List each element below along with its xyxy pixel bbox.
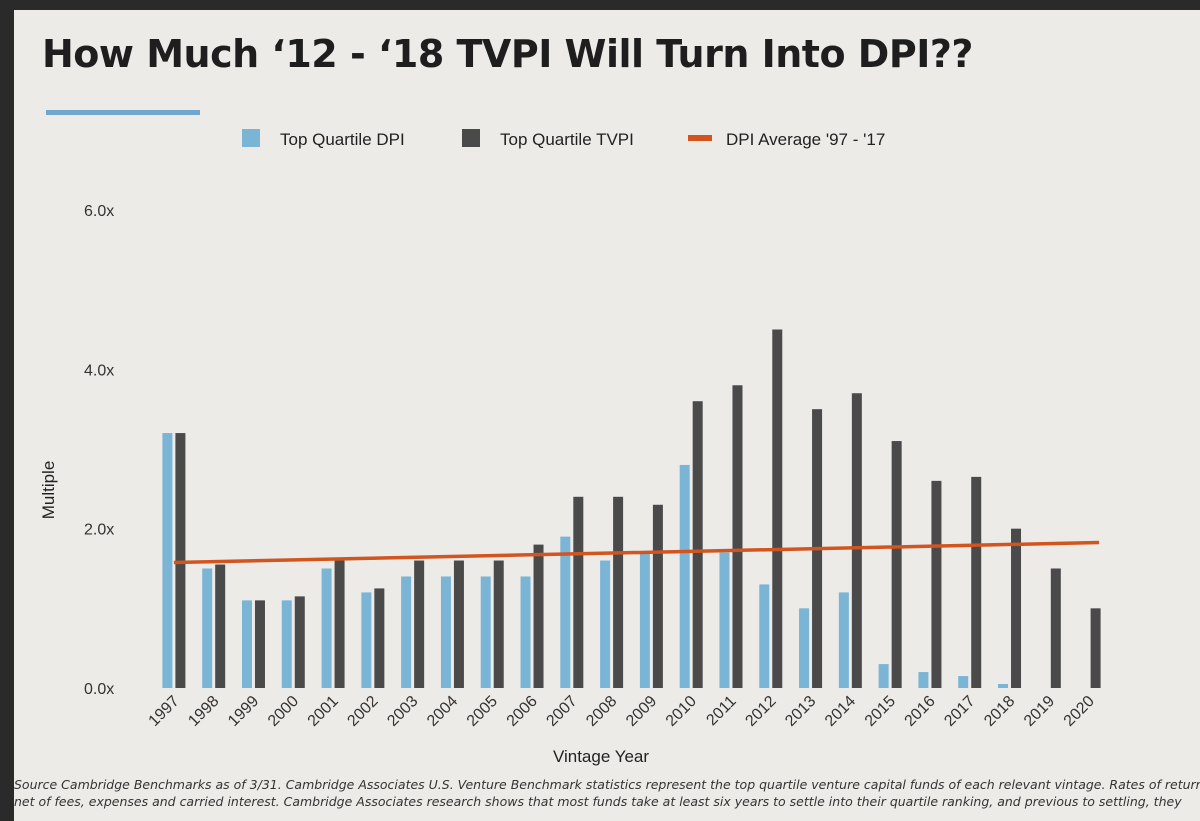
x-tick-label: 2020 xyxy=(1061,693,1098,730)
y-tick-label: 4.0x xyxy=(84,362,114,379)
x-axis-title: Vintage Year xyxy=(553,747,649,766)
bar-tvpi-2020 xyxy=(1090,608,1101,688)
y-axis-title: Multiple xyxy=(39,461,58,520)
bar-dpi-2008 xyxy=(600,560,611,688)
bar-dpi-1999 xyxy=(241,600,252,688)
x-tick-label: 2015 xyxy=(862,693,899,730)
x-tick-label: 1997 xyxy=(146,693,183,730)
slide-title: How Much ‘12 - ‘18 TVPI Will Turn Into D… xyxy=(42,32,973,76)
x-tick-label: 2001 xyxy=(305,693,342,730)
y-axis: 0.0x 2.0x 4.0x 6.0x xyxy=(84,203,114,698)
x-tick-label: 2011 xyxy=(703,693,739,729)
x-tick-label: 2008 xyxy=(583,693,620,730)
chart: Top Quartile DPI Top Quartile TVPI DPI A… xyxy=(39,129,1101,766)
legend-label-tvpi: Top Quartile TVPI xyxy=(500,130,634,149)
x-tick-label: 2014 xyxy=(822,693,859,730)
bar-dpi-2014 xyxy=(838,592,849,688)
x-tick-label: 2002 xyxy=(344,693,381,730)
bar-dpi-2010 xyxy=(679,464,690,688)
legend: Top Quartile DPI Top Quartile TVPI DPI A… xyxy=(242,129,885,149)
bar-dpi-2000 xyxy=(281,600,292,688)
bar-dpi-1998 xyxy=(202,568,213,688)
footnote-line-1: Source Cambridge Benchmarks as of 3/31. … xyxy=(14,777,1200,792)
x-tick-label: 2017 xyxy=(941,693,978,730)
bar-dpi-2003 xyxy=(401,576,412,688)
bar-tvpi-2009 xyxy=(652,504,663,688)
x-tick-label: 2003 xyxy=(384,693,421,730)
legend-swatch-tvpi xyxy=(462,129,480,147)
bar-dpi-2004 xyxy=(440,576,451,688)
title-accent-bar xyxy=(46,110,200,115)
bar-tvpi-2015 xyxy=(891,441,902,688)
bar-dpi-2009 xyxy=(639,552,650,688)
y-tick-label: 2.0x xyxy=(84,522,114,539)
bar-tvpi-2016 xyxy=(931,480,942,688)
bar-tvpi-2010 xyxy=(692,401,703,688)
bar-dpi-1997 xyxy=(162,433,173,688)
x-tick-label: 2004 xyxy=(424,693,461,730)
bar-tvpi-2005 xyxy=(493,560,504,688)
bar-tvpi-2006 xyxy=(533,544,544,688)
bar-tvpi-2008 xyxy=(613,496,624,688)
bar-dpi-2012 xyxy=(759,584,770,688)
y-tick-label: 0.0x xyxy=(84,681,114,698)
bar-dpi-2006 xyxy=(520,576,531,688)
bar-tvpi-2019 xyxy=(1050,568,1061,688)
x-tick-label: 2016 xyxy=(902,693,939,730)
bar-tvpi-1999 xyxy=(254,600,265,688)
bar-tvpi-2011 xyxy=(732,385,743,688)
bar-tvpi-2003 xyxy=(414,560,425,688)
bar-tvpi-2014 xyxy=(851,393,862,688)
x-tick-label: 2007 xyxy=(543,693,580,730)
bar-dpi-2018 xyxy=(998,684,1009,688)
legend-label-average: DPI Average '97 - '17 xyxy=(726,130,885,149)
average-line-group xyxy=(173,540,1100,565)
bar-dpi-2001 xyxy=(321,568,332,688)
x-tick-label: 2012 xyxy=(742,693,779,730)
x-tick-label: 2013 xyxy=(782,693,819,730)
bar-tvpi-2000 xyxy=(294,596,305,688)
bar-tvpi-2004 xyxy=(453,560,464,688)
footnote-line-2: net of fees, expenses and carried intere… xyxy=(14,794,1182,809)
bar-tvpi-2007 xyxy=(573,496,584,688)
bar-dpi-2016 xyxy=(918,672,929,688)
bar-tvpi-1997 xyxy=(175,433,186,688)
bars xyxy=(162,329,1101,688)
bar-dpi-2007 xyxy=(560,536,571,688)
bar-tvpi-1998 xyxy=(215,564,226,688)
x-tick-label: 1998 xyxy=(185,693,222,730)
footnote: Source Cambridge Benchmarks as of 3/31. … xyxy=(14,776,1200,810)
x-tick-label: 2006 xyxy=(504,693,541,730)
bar-dpi-2015 xyxy=(878,664,889,688)
x-tick-label: 2010 xyxy=(663,693,700,730)
legend-label-dpi: Top Quartile DPI xyxy=(280,130,405,149)
bar-dpi-2011 xyxy=(719,552,730,688)
x-axis: 1997 1998 1999 2000 2001 2002 2003 2004 2005 2006… xyxy=(146,693,1098,730)
bar-dpi-2002 xyxy=(361,592,372,688)
y-tick-label: 6.0x xyxy=(84,203,114,220)
bar-dpi-2005 xyxy=(480,576,491,688)
bar-tvpi-2002 xyxy=(374,588,385,688)
x-tick-label: 2019 xyxy=(1021,693,1058,730)
slide: How Much ‘12 - ‘18 TVPI Will Turn Into D… xyxy=(14,10,1200,821)
x-tick-label: 2000 xyxy=(265,693,302,730)
bar-tvpi-2017 xyxy=(971,476,982,688)
x-tick-label: 2005 xyxy=(464,693,501,730)
bar-tvpi-2018 xyxy=(1011,528,1022,688)
bar-tvpi-2001 xyxy=(334,560,345,688)
average-line xyxy=(173,540,1100,565)
bar-dpi-2013 xyxy=(799,608,810,688)
x-tick-label: 2018 xyxy=(981,693,1018,730)
legend-swatch-dpi xyxy=(242,129,260,147)
bar-dpi-2017 xyxy=(958,676,969,688)
x-tick-label: 2009 xyxy=(623,693,660,730)
bar-tvpi-2012 xyxy=(772,329,783,688)
legend-swatch-average xyxy=(688,135,712,141)
x-tick-label: 1999 xyxy=(225,693,262,730)
